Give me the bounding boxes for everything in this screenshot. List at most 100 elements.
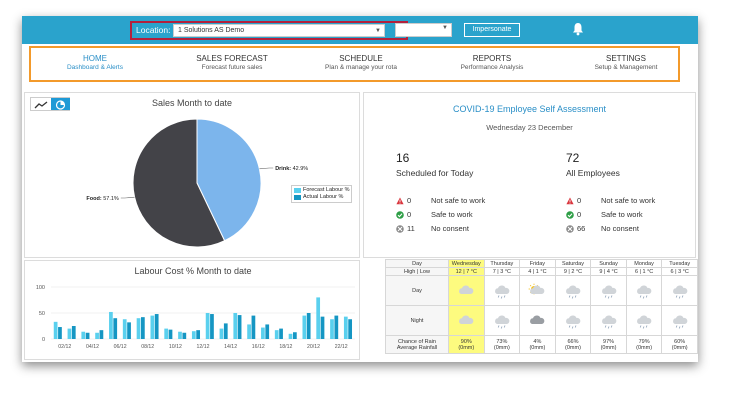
bar-forecast[interactable] (219, 328, 224, 339)
nav-settings-title: SETTINGS (605, 54, 646, 63)
bar-actual[interactable] (196, 330, 201, 339)
bar-forecast[interactable] (274, 330, 279, 339)
bar-forecast[interactable] (109, 311, 113, 339)
bar-actual[interactable] (127, 322, 131, 339)
bar-actual[interactable] (168, 329, 173, 339)
bar-forecast[interactable] (150, 315, 155, 339)
rain-icon (494, 314, 510, 329)
average-rainfall: (0mm) (458, 344, 475, 351)
y-tick-label: 100 (36, 285, 45, 291)
bar-forecast[interactable] (191, 331, 196, 339)
bar-actual[interactable] (113, 318, 118, 339)
bar-forecast[interactable] (122, 319, 127, 339)
bar-forecast[interactable] (330, 319, 334, 339)
bar-actual[interactable] (279, 328, 283, 339)
nav-home[interactable]: HOME Dashboard & Alerts (55, 54, 135, 71)
sales-chart-title: Sales Month to date (151, 98, 233, 108)
bar-actual[interactable] (99, 330, 104, 339)
weather-night-row: Night (385, 305, 698, 336)
pie-data-label: Drink: 42.9% (275, 166, 308, 172)
bar-actual[interactable] (223, 323, 228, 339)
covid-date: Wednesday 23 December (486, 123, 573, 132)
covid-title[interactable]: COVID-19 Employee Self Assessment (452, 104, 607, 114)
check-icon (396, 211, 404, 219)
weather-day-sunday: Sunday (590, 259, 627, 268)
line-chart-toggle[interactable] (31, 98, 51, 110)
temp-header: High | Low (385, 267, 449, 276)
bar-actual[interactable] (320, 316, 325, 339)
chevron-down-icon: ▼ (442, 25, 448, 31)
weather-temp: 4 | 1 °C (519, 267, 556, 276)
location-value: 1 Solutions AS Demo (178, 27, 245, 34)
bar-actual[interactable] (154, 314, 159, 339)
rain-icon (566, 284, 581, 299)
bar-actual[interactable] (85, 332, 90, 339)
bar-forecast[interactable] (302, 315, 307, 339)
bar-forecast[interactable] (136, 318, 141, 339)
bar-actual[interactable] (293, 332, 297, 339)
nav-schedule[interactable]: SCHEDULE Plan & manage your rota (316, 54, 406, 71)
bell-icon[interactable] (572, 22, 584, 36)
x-tick-label: 06/12 (114, 344, 127, 350)
nav-reports[interactable]: REPORTS Performance Analysis (447, 54, 537, 71)
pie-chart-toggle[interactable] (51, 98, 70, 110)
bar-forecast[interactable] (288, 333, 293, 339)
bar-forecast[interactable] (53, 321, 58, 339)
bar-forecast[interactable] (81, 331, 86, 339)
employees-label: All Employees (566, 168, 620, 178)
nav-sales-forecast[interactable]: SALES FORECAST Forecast future sales (187, 54, 277, 71)
pie-slice-food[interactable] (132, 118, 226, 248)
weather-daytime-cell (554, 275, 592, 306)
dark-cloud-icon (530, 314, 545, 324)
rain-header-line1: Chance of Rain (398, 338, 436, 345)
weather-day-monday: Monday (625, 259, 663, 268)
chance-of-rain: 79% (638, 338, 650, 345)
rain-icon (566, 314, 581, 329)
weather-temp: 6 | 3 °C (661, 267, 698, 276)
status-count: 0 (577, 210, 582, 219)
average-rainfall: (0mm) (636, 344, 653, 351)
bar-actual[interactable] (265, 324, 270, 339)
bar-forecast[interactable] (95, 332, 99, 339)
bar-actual[interactable] (237, 315, 242, 339)
bar-forecast[interactable] (178, 331, 182, 339)
bar-actual[interactable] (348, 319, 353, 339)
no-consent-icon (566, 225, 574, 233)
weather-forecast-table: Day Wednesday Thursday Friday Saturday Sunda… (385, 259, 698, 354)
weather-temp: 9 | 4 °C (590, 267, 627, 276)
status-count: 0 (577, 196, 582, 205)
bar-actual[interactable] (182, 332, 187, 339)
bar-forecast[interactable] (261, 327, 265, 339)
bar-actual[interactable] (71, 326, 76, 339)
bar-forecast[interactable] (164, 328, 169, 339)
bar-actual[interactable] (306, 313, 311, 339)
bar-forecast[interactable] (233, 313, 238, 339)
bar-forecast[interactable] (205, 313, 210, 339)
bar-forecast[interactable] (247, 324, 251, 339)
location-dropdown[interactable]: 1 Solutions AS Demo ▼ (173, 24, 385, 37)
y-tick-label: 0 (42, 337, 45, 343)
impersonate-button[interactable]: Impersonate (464, 23, 520, 37)
bar-forecast[interactable] (67, 328, 72, 339)
sales-pie-chart: Drink: 42.9% Food: 57.1% (86, 118, 308, 248)
bar-forecast[interactable] (316, 297, 321, 339)
rain-icon (637, 314, 652, 329)
weather-daytime-row: Day (385, 275, 698, 306)
weather-night-cell (590, 305, 627, 336)
chance-of-rain: 4% (533, 338, 542, 345)
x-tick-label: 08/12 (141, 344, 154, 350)
daytime-header: Day (385, 275, 449, 306)
top-bar: Location: 1 Solutions AS Demo ▼ ▼ Impers… (22, 16, 698, 44)
bar-actual[interactable] (141, 317, 145, 339)
weather-daytime-cell (448, 275, 485, 306)
nav-settings[interactable]: SETTINGS Setup & Management (581, 54, 671, 71)
bar-actual[interactable] (210, 314, 214, 339)
day-header: Day (385, 259, 449, 268)
secondary-dropdown[interactable]: ▼ (395, 23, 452, 37)
bar-forecast[interactable] (343, 316, 348, 339)
bar-actual[interactable] (58, 327, 62, 339)
chance-of-rain: 60% (674, 338, 686, 345)
weather-night-cell (519, 305, 556, 336)
bar-actual[interactable] (251, 315, 256, 339)
bar-actual[interactable] (334, 315, 339, 339)
